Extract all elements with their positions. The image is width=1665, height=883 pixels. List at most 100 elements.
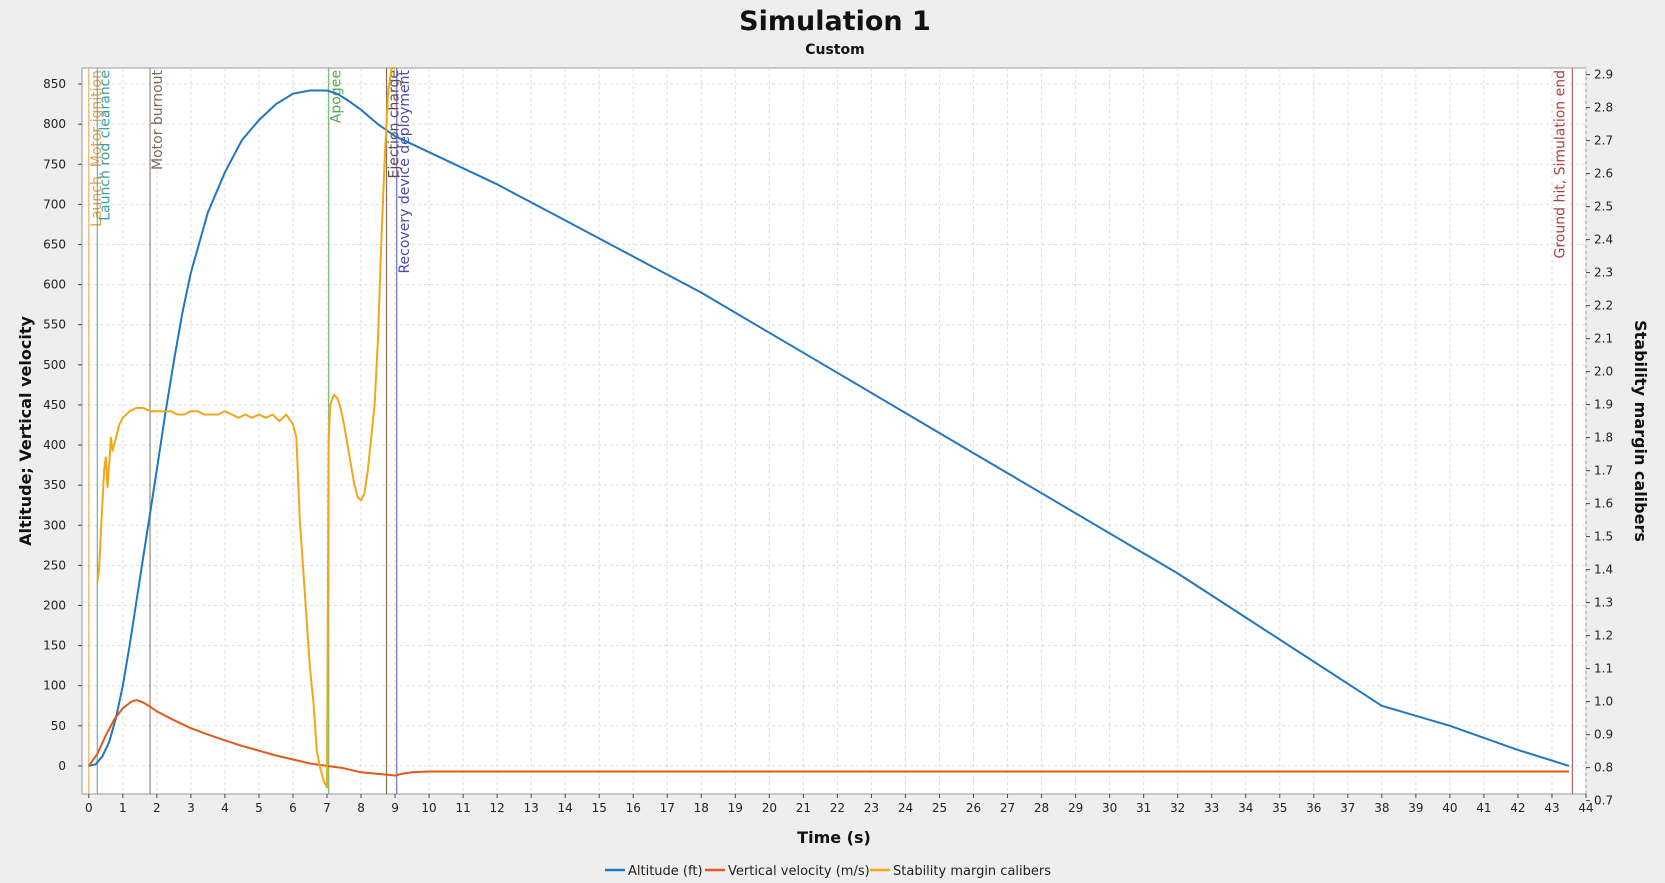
x-tick-label: 3 bbox=[187, 801, 195, 815]
x-tick-label: 31 bbox=[1136, 801, 1151, 815]
x-tick-label: 17 bbox=[660, 801, 675, 815]
x-tick-label: 21 bbox=[796, 801, 811, 815]
x-tick-label: 39 bbox=[1408, 801, 1423, 815]
y-left-tick-label: 800 bbox=[43, 117, 66, 131]
x-tick-label: 36 bbox=[1306, 801, 1321, 815]
y-left-tick-label: 250 bbox=[43, 558, 66, 572]
y-right-tick-label: 0.7 bbox=[1594, 794, 1613, 808]
x-tick-label: 26 bbox=[966, 801, 981, 815]
y-right-tick-label: 2.3 bbox=[1594, 266, 1613, 280]
x-tick-label: 13 bbox=[524, 801, 539, 815]
x-tick-label: 20 bbox=[762, 801, 777, 815]
y-left-tick-label: 700 bbox=[43, 197, 66, 211]
x-axis-label: Time (s) bbox=[797, 828, 871, 847]
y-left-tick-label: 0 bbox=[58, 759, 66, 773]
y-left-tick-label: 450 bbox=[43, 398, 66, 412]
x-tick-label: 19 bbox=[728, 801, 743, 815]
y-left-tick-label: 550 bbox=[43, 318, 66, 332]
x-tick-label: 8 bbox=[357, 801, 365, 815]
x-tick-label: 1 bbox=[119, 801, 127, 815]
x-tick-label: 18 bbox=[694, 801, 709, 815]
y-right-tick-label: 1.2 bbox=[1594, 629, 1613, 643]
y-axis-left-label: Altitude; Vertical velocity bbox=[16, 316, 35, 546]
x-tick-label: 33 bbox=[1204, 801, 1219, 815]
event-label: Apogee bbox=[329, 70, 345, 123]
x-tick-label: 35 bbox=[1272, 801, 1287, 815]
event-label: Ejection charge bbox=[387, 70, 403, 178]
x-tick-label: 40 bbox=[1442, 801, 1457, 815]
y-left-tick-label: 350 bbox=[43, 478, 66, 492]
y-left-tick-label: 650 bbox=[43, 237, 66, 251]
x-tick-label: 44 bbox=[1578, 801, 1593, 815]
y-left-tick-label: 600 bbox=[43, 278, 66, 292]
y-right-tick-label: 1.7 bbox=[1594, 464, 1613, 478]
y-right-tick-label: 2.5 bbox=[1594, 200, 1613, 214]
chart-subtitle: Custom bbox=[805, 42, 864, 58]
y-right-tick-label: 1.1 bbox=[1594, 662, 1613, 676]
y-left-tick-label: 400 bbox=[43, 438, 66, 452]
event-label: Motor burnout bbox=[150, 69, 166, 169]
event-label: Launch rod clearance bbox=[97, 70, 113, 221]
x-axis-ticks: 0 1 2 3 4 5 6 7 8 9 10 11 12 13 14 15 16 17 18 19 20 21 22 23 24… bbox=[85, 794, 1594, 815]
x-tick-label: 14 bbox=[558, 801, 573, 815]
x-tick-label: 38 bbox=[1374, 801, 1389, 815]
x-tick-label: 34 bbox=[1238, 801, 1253, 815]
y-left-tick-label: 750 bbox=[43, 157, 66, 171]
y-right-tick-label: 2.4 bbox=[1594, 233, 1613, 247]
x-tick-label: 0 bbox=[85, 801, 93, 815]
y-right-tick-label: 2.6 bbox=[1594, 167, 1613, 181]
x-tick-label: 41 bbox=[1476, 801, 1491, 815]
y-right-tick-label: 1.3 bbox=[1594, 596, 1613, 610]
y-right-tick-label: 2.7 bbox=[1594, 134, 1613, 148]
y-right-tick-label: 1.8 bbox=[1594, 431, 1613, 445]
y-left-tick-label: 200 bbox=[43, 598, 66, 612]
y-axis-right-label: Stability margin calibers bbox=[1631, 320, 1650, 542]
x-tick-label: 42 bbox=[1510, 801, 1525, 815]
plot-area bbox=[81, 67, 1587, 795]
legend-label: Vertical velocity (m/s) bbox=[728, 864, 870, 879]
x-tick-label: 43 bbox=[1544, 801, 1559, 815]
y-right-tick-label: 2.2 bbox=[1594, 299, 1613, 313]
y-right-tick-label: 2.8 bbox=[1594, 101, 1613, 115]
series-line bbox=[87, 699, 1569, 777]
x-tick-label: 7 bbox=[323, 801, 331, 815]
y-axis-left-ticks: 0 50 100 150 200 250 300 350 400 450 500 550 600 650 7… bbox=[43, 77, 82, 773]
legend-label: Stability margin calibers bbox=[893, 864, 1051, 879]
legend: Altitude (ft) Vertical velocity (m/s) Stab… bbox=[605, 864, 1051, 879]
y-right-tick-label: 2.9 bbox=[1594, 68, 1613, 82]
y-right-tick-label: 1.6 bbox=[1594, 497, 1613, 511]
y-right-tick-label: 1.5 bbox=[1594, 530, 1613, 544]
x-tick-label: 28 bbox=[1034, 801, 1049, 815]
x-tick-label: 24 bbox=[898, 801, 913, 815]
x-tick-label: 10 bbox=[421, 801, 436, 815]
series-lines bbox=[87, 67, 1570, 789]
x-tick-label: 27 bbox=[1000, 801, 1015, 815]
series-line bbox=[96, 67, 395, 789]
y-right-tick-label: 1.9 bbox=[1594, 398, 1613, 412]
x-tick-label: 4 bbox=[221, 801, 229, 815]
y-right-tick-label: 0.9 bbox=[1594, 728, 1613, 742]
x-tick-label: 23 bbox=[864, 801, 879, 815]
x-tick-label: 22 bbox=[830, 801, 845, 815]
y-left-tick-label: 100 bbox=[43, 679, 66, 693]
y-left-tick-label: 300 bbox=[43, 518, 66, 532]
x-tick-label: 11 bbox=[455, 801, 470, 815]
x-tick-label: 30 bbox=[1102, 801, 1117, 815]
x-tick-label: 37 bbox=[1340, 801, 1355, 815]
chart-title: Simulation 1 bbox=[739, 6, 931, 37]
x-tick-label: 15 bbox=[592, 801, 607, 815]
y-right-tick-label: 1.0 bbox=[1594, 695, 1613, 709]
y-left-tick-label: 850 bbox=[43, 77, 66, 91]
y-right-tick-label: 2.1 bbox=[1594, 332, 1613, 346]
y-right-tick-label: 2.0 bbox=[1594, 365, 1613, 379]
y-left-tick-label: 150 bbox=[43, 639, 66, 653]
x-tick-label: 9 bbox=[391, 801, 399, 815]
grid-lines bbox=[82, 68, 1587, 794]
y-left-tick-label: 50 bbox=[51, 719, 66, 733]
event-markers: Launch, Motor ignitionLaunch rod clearan… bbox=[88, 68, 1573, 794]
x-tick-label: 6 bbox=[289, 801, 297, 815]
y-right-tick-label: 0.8 bbox=[1594, 761, 1613, 775]
x-tick-label: 5 bbox=[255, 801, 263, 815]
y-right-tick-label: 1.4 bbox=[1594, 563, 1613, 577]
